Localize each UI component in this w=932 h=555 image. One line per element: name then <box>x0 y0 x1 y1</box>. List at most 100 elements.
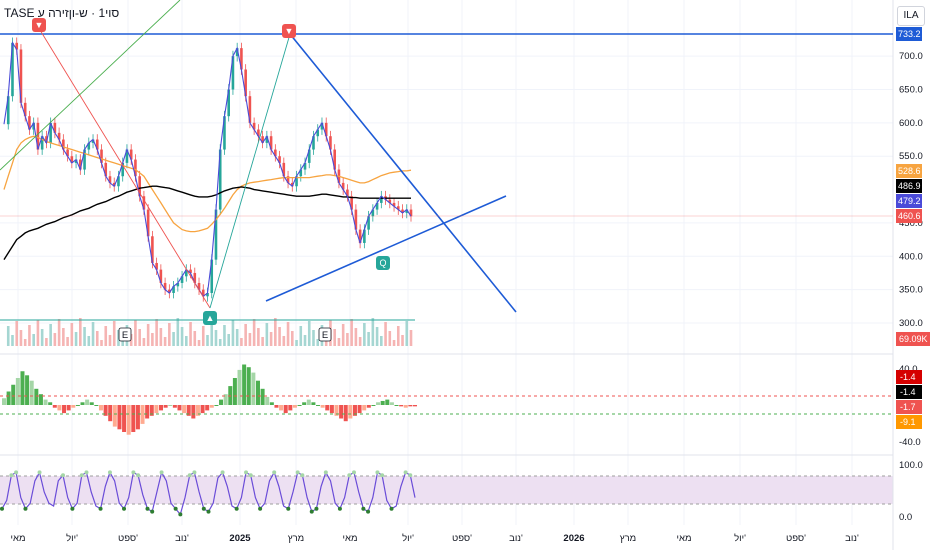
macd-bar <box>195 405 200 416</box>
macd-bar <box>177 405 182 411</box>
earnings-marker[interactable]: E <box>118 327 132 342</box>
volume-bar <box>354 328 358 346</box>
macd-bar <box>399 405 404 407</box>
candle-body <box>36 122 40 150</box>
volume-bar <box>70 323 74 346</box>
stoch-band <box>0 476 893 504</box>
candle-body <box>231 56 235 90</box>
macd-bar <box>186 405 191 416</box>
candle-body <box>405 209 409 213</box>
candle-body <box>320 122 324 130</box>
volume-bar <box>282 336 286 346</box>
macd-bar <box>403 405 408 408</box>
candle-body <box>235 48 239 57</box>
volume-bar <box>218 339 222 346</box>
price-tick-label: 550.0 <box>899 151 923 162</box>
macd-bar <box>413 405 417 407</box>
stoch-signal-dot <box>192 470 197 475</box>
price-tag <box>896 164 922 178</box>
volume-bar <box>57 319 61 346</box>
candle-body <box>363 229 366 243</box>
macd-histogram <box>2 364 417 435</box>
stoch-signal-dot <box>337 506 342 511</box>
stoch-axis[interactable]: 100.0 0.0 <box>899 460 923 523</box>
macd-bar <box>62 405 67 414</box>
macd-bar <box>135 405 140 430</box>
volume-bar <box>380 336 383 346</box>
pattern-marker[interactable] <box>282 24 296 38</box>
macd-bar <box>265 396 270 405</box>
volume-bar <box>337 338 341 346</box>
macd-bar <box>159 405 164 411</box>
macd-bar <box>11 384 16 405</box>
candle-body <box>240 48 243 70</box>
candle-body <box>129 149 133 160</box>
volume-bar <box>23 339 27 346</box>
stoch-signal-dot <box>14 470 19 475</box>
macd-bar <box>269 402 274 405</box>
stoch-signal-dot <box>403 470 408 475</box>
candle-body <box>62 139 65 150</box>
time-tick-label: מאי <box>11 533 26 544</box>
volume-bar <box>134 320 137 346</box>
macd-tick-label: 40.0 <box>899 364 918 375</box>
symbol-badge[interactable]: ILA <box>897 6 925 26</box>
volume-bar <box>396 326 400 346</box>
macd-bar <box>205 405 210 411</box>
volume-tag <box>896 332 930 346</box>
macd-bar <box>292 405 297 408</box>
volume-bar <box>172 332 175 346</box>
macd-tag <box>896 370 922 384</box>
volume-bar <box>210 321 214 346</box>
price-tick-label: 600.0 <box>899 118 923 129</box>
candle-body <box>401 209 404 213</box>
candle-body <box>49 122 52 143</box>
macd-bar <box>362 405 367 411</box>
time-axis[interactable]: מאי יול' ספט' נוב' 2025 מרץ מאי יול' ספט' נוב' 202… <box>11 532 860 544</box>
candle-body <box>274 149 277 157</box>
volume-bar <box>53 333 57 346</box>
volume-bar <box>350 319 353 346</box>
volume-bar <box>79 318 82 346</box>
volume-bar <box>316 339 320 346</box>
stoch-signal-dot <box>347 473 352 478</box>
volume-bar <box>312 330 315 346</box>
pattern-marker-label: Q <box>379 258 386 268</box>
pattern-marker[interactable] <box>32 18 46 32</box>
instrument-name: סוי1 · ש-וןזירה ע <box>37 6 120 20</box>
pattern-marker-label: ▲ <box>206 313 215 323</box>
volume-bar <box>32 334 35 346</box>
macd-bar <box>108 405 113 422</box>
price-axis[interactable]: 700.0 650.0 600.0 550.0 450.0 400.0 350.0 300.0 <box>899 51 923 329</box>
macd-bar <box>283 405 288 414</box>
price-tag-label: 486.9 <box>898 181 921 191</box>
earnings-marker[interactable]: E <box>318 327 332 342</box>
stoch-signal-dot <box>375 470 380 475</box>
stoch-signal-dot <box>309 509 314 514</box>
stoch-signal-dot <box>23 506 28 511</box>
candle-body <box>91 139 95 143</box>
macd-bar <box>242 364 247 405</box>
volume-bar <box>159 328 163 346</box>
descending-trendline[interactable] <box>289 33 517 313</box>
stoch-dots <box>0 470 413 517</box>
macd-bar <box>85 399 90 405</box>
pattern-marker[interactable] <box>376 256 390 270</box>
time-tick-label: יול' <box>66 532 78 544</box>
candle-body <box>15 42 19 50</box>
macd-axis[interactable]: 40.0 -40.0 -1.4 -1.4 -1.7 -9.1 <box>896 364 922 448</box>
macd-bar <box>237 369 242 405</box>
pattern-marker-label: ▼ <box>285 26 294 36</box>
macd-bar <box>191 405 196 419</box>
macd-tag <box>896 400 922 414</box>
ascending-trendline[interactable] <box>265 195 507 302</box>
stoch-signal-dot <box>361 506 366 511</box>
macd-bar <box>2 398 6 405</box>
volume-bar <box>265 323 269 346</box>
stoch-signal-dot <box>107 470 112 475</box>
candle-body <box>380 196 383 203</box>
macd-bar <box>149 405 154 416</box>
pattern-marker[interactable] <box>203 311 217 325</box>
stoch-signal-dot <box>70 506 75 511</box>
